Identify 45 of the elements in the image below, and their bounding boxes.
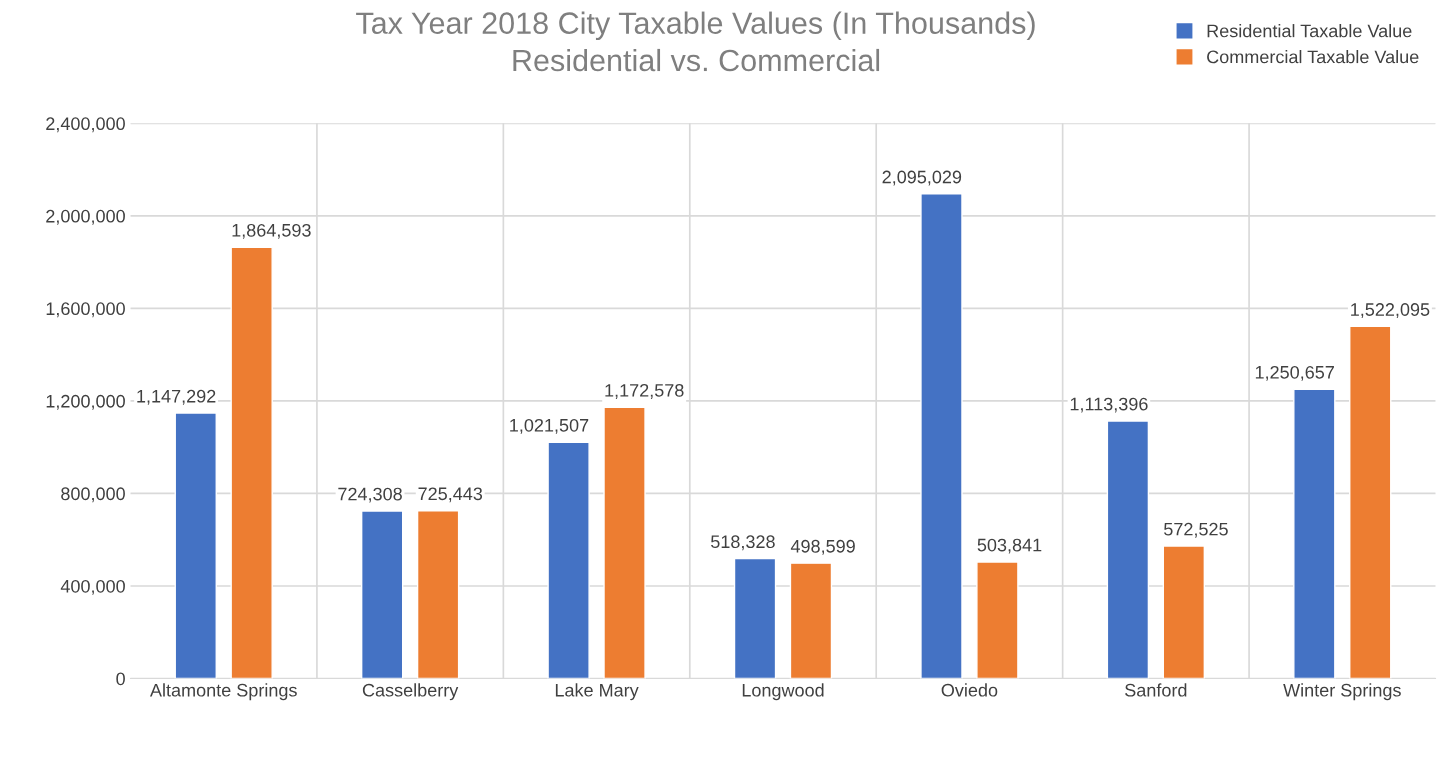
x-tick-label: Lake Mary <box>555 683 639 701</box>
x-tick-label: Altamonte Springs <box>149 683 297 701</box>
data-label: 725,443 <box>418 487 483 503</box>
bar <box>1106 420 1150 679</box>
bar <box>976 561 1019 679</box>
x-tick-label: Sanford <box>1125 683 1187 697</box>
bar <box>416 509 460 679</box>
data-label: 2,095,029 <box>882 170 962 186</box>
data-label: 724,308 <box>338 487 402 503</box>
y-tick-label: 400,000 <box>60 579 125 595</box>
bar <box>789 562 833 679</box>
data-label: 1,522,095 <box>1351 303 1430 319</box>
x-tick-label: Winter Springs <box>1283 683 1401 701</box>
y-tick-label: 1,200,000 <box>46 394 125 410</box>
x-tick-label: Oviedo <box>941 683 998 697</box>
bar <box>230 246 273 679</box>
bar <box>733 557 777 679</box>
data-label: 1,172,578 <box>605 383 684 399</box>
chart-title: Tax Year 2018 City Taxable Values (In Thousands) Residential vs. Commercial <box>356 11 1035 72</box>
y-tick-label: 2,400,000 <box>46 117 125 133</box>
data-label: 518,328 <box>711 535 775 551</box>
y-tick-label: 1,600,000 <box>46 302 125 318</box>
data-label: 572,525 <box>1164 522 1228 538</box>
bar <box>547 441 590 679</box>
data-label: 1,113,396 <box>1070 397 1148 413</box>
data-label: 1,250,657 <box>1255 365 1334 381</box>
legend-label: Commercial Taxable Value <box>1207 50 1419 64</box>
legend-label: Residential Taxable Value <box>1207 24 1412 38</box>
bar <box>603 406 646 679</box>
bar <box>174 412 217 679</box>
x-tick-label: Longwood <box>742 683 824 701</box>
data-label: 498,599 <box>790 539 855 555</box>
x-tick-label: Casselberry <box>362 683 459 701</box>
bar <box>1349 325 1392 679</box>
bar <box>920 193 963 679</box>
data-label: 1,864,593 <box>232 223 311 239</box>
data-label: 1,021,507 <box>510 418 589 434</box>
y-tick-label: 2,000,000 <box>46 209 125 225</box>
y-tick-label: 800,000 <box>61 487 125 503</box>
data-label: 1,147,292 <box>137 389 216 405</box>
bar <box>1293 388 1336 679</box>
y-tick-label: 0 <box>116 672 125 686</box>
data-label: 503,841 <box>977 538 1042 554</box>
bar <box>1162 545 1206 679</box>
bar <box>360 510 404 679</box>
